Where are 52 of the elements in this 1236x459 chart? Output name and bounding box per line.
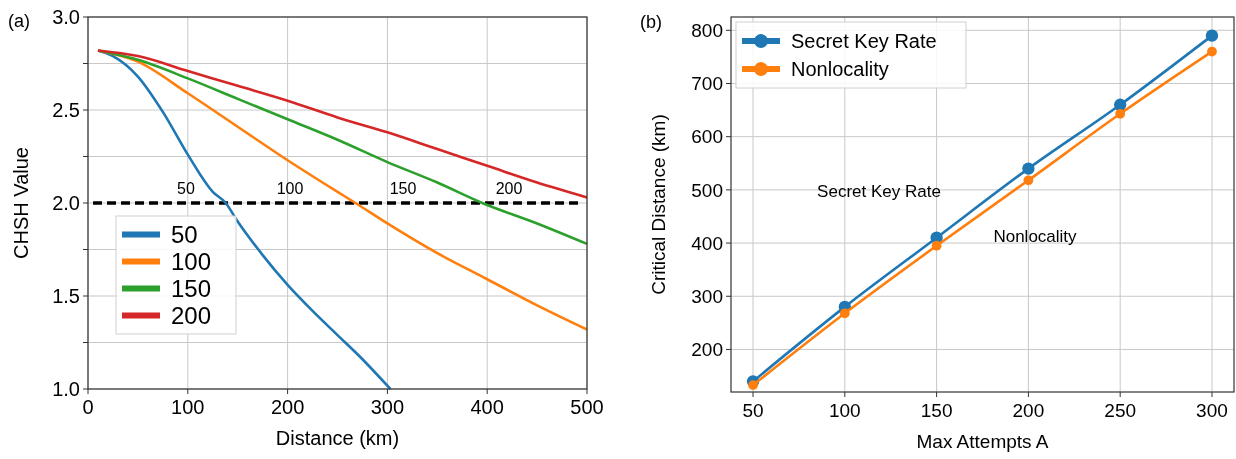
legend-label: 150	[171, 274, 212, 302]
y-tick-label: 2.5	[52, 99, 80, 121]
y-tick-label: 1.0	[52, 378, 80, 400]
x-tick-label: 400	[470, 396, 504, 418]
point	[1023, 175, 1034, 186]
chart-title: (a)	[8, 11, 30, 31]
legend-label: 100	[171, 247, 212, 275]
point	[1115, 108, 1126, 119]
annotation: Secret Key Rate	[817, 181, 941, 201]
y-tick-label: 700	[691, 73, 723, 95]
y-tick-label: 2.0	[52, 192, 80, 214]
y-axis-title: Critical Distance (km)	[648, 114, 669, 295]
x-tick-label: 150	[920, 400, 953, 421]
y-axis-title: CHSH Value	[10, 147, 32, 259]
x-tick-label: 250	[1104, 400, 1137, 421]
annotation: 150	[389, 179, 417, 197]
y-tick-label: 200	[691, 339, 723, 361]
x-tick-label: 200	[1012, 400, 1045, 421]
y-tick-label: 300	[691, 285, 723, 307]
legend-label: Secret Key Rate	[791, 30, 937, 52]
y-tick-label: 400	[691, 232, 723, 254]
point	[931, 240, 942, 251]
chart-title: (b)	[640, 12, 662, 32]
point	[1114, 98, 1127, 111]
x-tick-label: 500	[570, 396, 604, 418]
x-tick-label: 200	[270, 396, 305, 418]
x-tick-label: 100	[828, 400, 861, 421]
y-tick-label: 600	[691, 126, 723, 148]
point	[1205, 29, 1219, 42]
y-tick-label: 3.0	[52, 6, 80, 28]
y-tick-label: 800	[691, 19, 723, 41]
x-tick-label: 100	[171, 396, 205, 418]
annotation: Nonlocality	[993, 226, 1078, 246]
legend-label: 50	[171, 220, 198, 248]
annotation: 50	[177, 179, 195, 197]
legend-label: Nonlocality	[791, 58, 889, 80]
x-axis-title: Max Attempts A	[916, 431, 1049, 452]
point	[1022, 162, 1035, 175]
point	[1207, 46, 1217, 57]
annotation: 100	[276, 179, 304, 197]
y-tick-label: 1.5	[52, 285, 80, 307]
x-tick-label: 300	[1196, 400, 1228, 421]
x-tick-label: 50	[742, 400, 764, 421]
point	[839, 308, 850, 319]
point	[748, 380, 758, 390]
x-tick-label: 300	[370, 396, 405, 418]
x-tick-label: 0	[82, 396, 94, 418]
line-series	[96, 49, 589, 199]
legend-label: 200	[171, 301, 212, 329]
annotation: 200	[495, 179, 523, 197]
x-axis-title: Distance (km)	[275, 427, 400, 449]
y-tick-label: 500	[691, 179, 723, 201]
